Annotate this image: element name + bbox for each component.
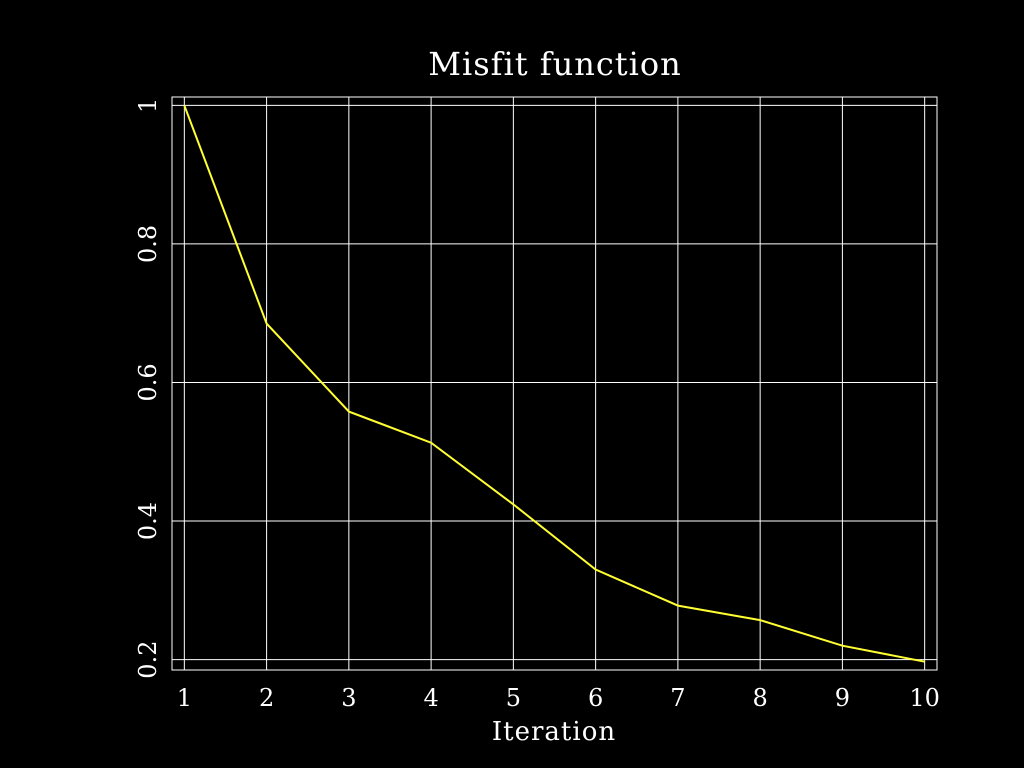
x-tick-label-10: 10: [909, 684, 940, 712]
x-tick-labels: 1 2 3 4 5 6 7 8 9 10: [177, 684, 940, 712]
x-tick-label-8: 8: [753, 684, 768, 712]
x-tick-label-3: 3: [341, 684, 356, 712]
x-tick-label-7: 7: [670, 684, 685, 712]
x-tick-label-4: 4: [423, 684, 438, 712]
x-tick-label-5: 5: [506, 684, 521, 712]
x-axis-label: Iteration: [492, 717, 616, 747]
y-tick-label-1: 0.2: [134, 641, 162, 679]
y-tick-label-3: 0.6: [134, 363, 162, 401]
series-lines: [183, 104, 925, 663]
y-tick-label-4: 0.8: [134, 225, 162, 263]
x-tick-label-1: 1: [177, 684, 192, 712]
y-tick-labels: 0.2 0.4 0.6 0.8 1: [134, 98, 162, 679]
x-tick-label-2: 2: [259, 684, 274, 712]
plot-frame: [171, 96, 938, 671]
x-tick-label-6: 6: [588, 684, 603, 712]
y-tick-label-2: 0.4: [134, 502, 162, 540]
series-line-1: [183, 104, 925, 663]
chart-title: Misfit function: [428, 45, 681, 83]
grid-lines: [172, 97, 937, 670]
x-tick-label-9: 9: [835, 684, 850, 712]
y-tick-label-5: 1: [134, 98, 162, 113]
